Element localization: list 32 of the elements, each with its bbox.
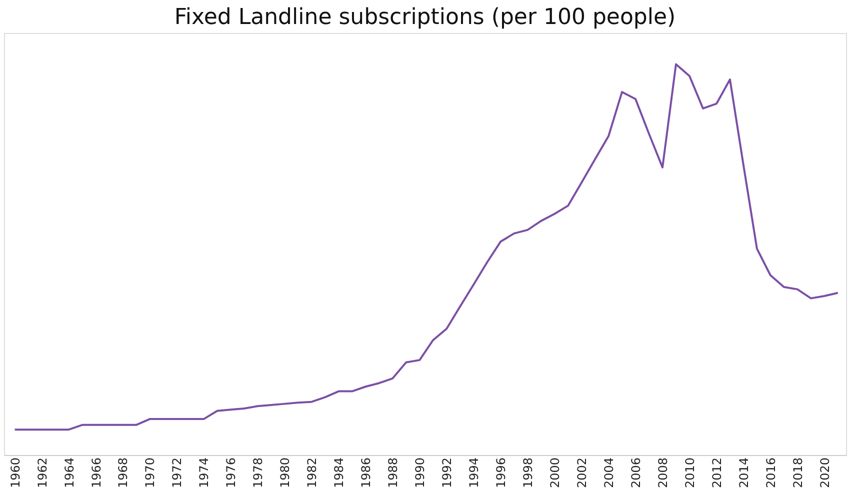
x-tick-label: 1998 bbox=[521, 458, 536, 488]
x-tick-label: 2000 bbox=[548, 458, 562, 488]
x-tick-label: 1988 bbox=[386, 458, 400, 488]
x-tick-label: 2010 bbox=[682, 458, 697, 488]
x-tick-label: 1974 bbox=[197, 458, 212, 488]
x-tick-label: 1970 bbox=[143, 458, 158, 488]
x-tick-label: 1984 bbox=[332, 458, 346, 488]
x-tick-label: 2006 bbox=[629, 458, 643, 488]
x-tick-label: 1968 bbox=[116, 458, 130, 488]
x-tick-label: 2016 bbox=[764, 458, 778, 488]
x-tick-label: 1996 bbox=[494, 458, 508, 488]
x-tick-label: 1972 bbox=[170, 458, 184, 488]
x-tick-label: 1962 bbox=[35, 458, 50, 488]
x-tick-label: 2020 bbox=[818, 458, 832, 488]
x-tick-label: 1982 bbox=[305, 458, 320, 488]
x-tick-label: 1990 bbox=[413, 458, 428, 488]
x-tick-label: 1966 bbox=[89, 458, 104, 488]
x-tick-label: 1976 bbox=[224, 458, 238, 488]
x-tick-label: 1992 bbox=[440, 458, 454, 488]
x-tick-label: 1964 bbox=[62, 458, 76, 488]
x-tick-label: 1986 bbox=[359, 458, 374, 488]
x-tick-label: 2002 bbox=[575, 458, 590, 488]
x-tick-label: 1994 bbox=[467, 458, 482, 488]
x-tick-label: 1980 bbox=[278, 458, 292, 488]
x-tick-label: 2014 bbox=[736, 458, 751, 488]
x-tick-label: 2012 bbox=[710, 458, 724, 488]
chart-title: Fixed Landline subscriptions (per 100 people) bbox=[174, 5, 676, 30]
x-tick-label: 2008 bbox=[656, 458, 670, 488]
x-tick-label: 1978 bbox=[251, 458, 266, 488]
x-tick-label: 2004 bbox=[602, 458, 616, 488]
x-tick-label: 1960 bbox=[8, 458, 22, 488]
x-tick-label: 2018 bbox=[790, 458, 805, 488]
